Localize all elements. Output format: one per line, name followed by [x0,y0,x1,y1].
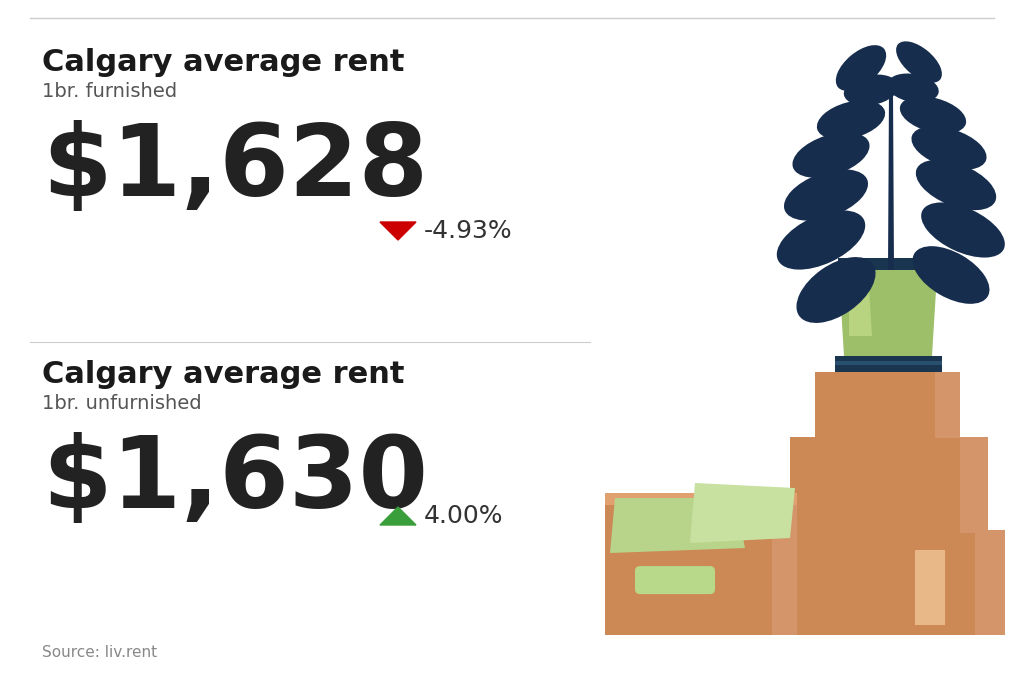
Polygon shape [772,493,797,635]
Polygon shape [888,90,894,270]
Polygon shape [838,258,938,356]
Ellipse shape [777,210,865,270]
Ellipse shape [900,96,966,134]
Polygon shape [935,372,961,438]
Polygon shape [768,530,1005,635]
Ellipse shape [915,160,996,210]
Polygon shape [605,493,797,505]
Ellipse shape [911,126,986,169]
Text: 1br. unfurnished: 1br. unfurnished [42,394,202,413]
Ellipse shape [797,257,876,323]
Polygon shape [838,258,938,270]
Polygon shape [690,483,795,543]
Text: $1,628: $1,628 [42,120,428,217]
Polygon shape [815,372,961,438]
Ellipse shape [784,169,868,221]
Polygon shape [610,498,745,553]
Polygon shape [961,437,988,533]
Ellipse shape [836,45,886,91]
Text: Source: liv.rent: Source: liv.rent [42,645,157,660]
Text: Calgary average rent: Calgary average rent [42,360,404,389]
Polygon shape [975,530,1005,635]
Text: $1,630: $1,630 [42,432,428,529]
Polygon shape [380,222,416,240]
Text: 4.00%: 4.00% [424,504,504,528]
Ellipse shape [912,246,989,304]
Text: -4.93%: -4.93% [424,219,513,243]
Polygon shape [849,288,872,336]
Ellipse shape [896,42,942,83]
Text: 1br. furnished: 1br. furnished [42,82,177,101]
Polygon shape [915,550,945,625]
Polygon shape [790,437,988,533]
Ellipse shape [887,74,939,102]
Text: Calgary average rent: Calgary average rent [42,48,404,77]
Ellipse shape [793,133,869,178]
FancyBboxPatch shape [635,566,715,594]
Polygon shape [380,507,416,525]
Ellipse shape [844,74,898,106]
Polygon shape [835,361,942,365]
Polygon shape [605,493,797,635]
Ellipse shape [817,100,885,139]
Polygon shape [835,356,942,372]
Ellipse shape [922,202,1005,257]
